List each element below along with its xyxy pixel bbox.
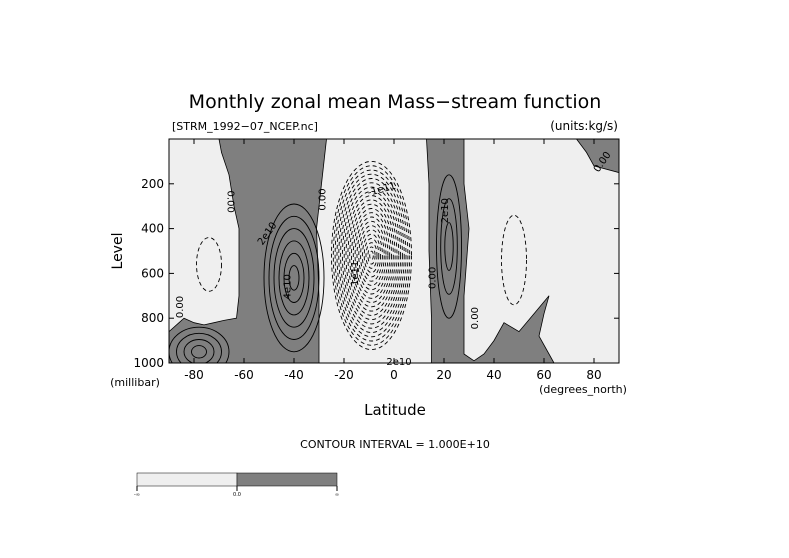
x-axis-label: Latitude xyxy=(364,401,426,419)
y-axis-label: Level xyxy=(110,233,126,270)
x-axis-unit: (degrees_north) xyxy=(539,383,627,396)
contour-line xyxy=(354,216,389,295)
colorbar: -∞ 0.0 ∞ xyxy=(134,472,339,498)
contour-line xyxy=(345,195,398,316)
contour-line xyxy=(183,339,215,363)
contour-line xyxy=(191,345,207,359)
contour-line xyxy=(332,165,411,346)
contour-line xyxy=(273,228,315,328)
contour-line xyxy=(343,190,400,321)
contour-line xyxy=(169,326,230,363)
contour-line xyxy=(361,233,382,278)
contour-line xyxy=(356,220,387,291)
contour-label: 0.00 xyxy=(318,188,329,210)
contour-line xyxy=(501,214,527,306)
contour-line xyxy=(336,173,407,338)
contour-line xyxy=(338,178,405,333)
contour-line xyxy=(444,222,454,271)
x-tick-label: -40 xyxy=(284,368,304,382)
contour-line xyxy=(341,186,402,325)
colorbar-label: 0.0 xyxy=(233,492,241,498)
y-tick-label: 200 xyxy=(141,177,164,191)
x-tick-label: 0 xyxy=(390,368,398,382)
contour-line xyxy=(440,198,458,295)
colorbar-label: ∞ xyxy=(335,492,339,498)
y-tick-label: 600 xyxy=(141,266,164,280)
contour-line xyxy=(349,203,394,308)
northern-negative-region xyxy=(463,139,619,363)
contour-line xyxy=(334,169,409,342)
contour-line xyxy=(288,265,300,291)
contour-label: 0.00 xyxy=(470,307,481,329)
contour-label: 2e10 xyxy=(440,198,451,223)
plot-area xyxy=(169,139,619,363)
contour-line xyxy=(369,250,374,261)
x-tick-label: 80 xyxy=(586,368,601,382)
contour-line xyxy=(347,199,396,312)
contour-line xyxy=(352,212,391,299)
colorbar-negative-swatch xyxy=(136,472,238,487)
contour-line xyxy=(283,252,305,303)
contour-line xyxy=(331,160,412,351)
contour-line xyxy=(367,246,376,265)
y-axis-ticks: 200 400 600 800 1000 xyxy=(133,177,619,370)
x-tick-label: 60 xyxy=(536,368,551,382)
contour-label: 2e10 xyxy=(386,357,411,368)
contour-line xyxy=(436,174,462,319)
chart-title: Monthly zonal mean Mass−stream function xyxy=(189,91,602,113)
y-axis-unit: (millibar) xyxy=(110,376,160,389)
contour-label: 1e11 xyxy=(350,261,361,286)
contour-line xyxy=(268,215,320,340)
chart-subtitle-left: [STRM_1992−07_NCEP.nc] xyxy=(172,120,318,133)
contour-lines xyxy=(169,160,527,363)
contour-line xyxy=(340,182,403,329)
colorbar-positive-swatch xyxy=(236,472,338,487)
contour-labels: 0.000.002e104e100.001e11-1e112e102e100.0… xyxy=(175,150,614,368)
negative-region-fills xyxy=(169,139,619,363)
contour-line xyxy=(363,237,380,274)
contour-label: 0.00 xyxy=(428,267,439,289)
y-tick-label: 400 xyxy=(141,222,164,236)
y-tick-label: 1000 xyxy=(133,356,164,370)
x-tick-label: -60 xyxy=(234,368,254,382)
chart-subtitle-right: (units:kg/s) xyxy=(550,119,618,133)
y-tick-label: 800 xyxy=(141,311,164,325)
contour-line xyxy=(358,225,385,286)
contour-line xyxy=(365,242,378,269)
x-tick-label: 20 xyxy=(436,368,451,382)
contour-line xyxy=(196,237,222,292)
contour-line xyxy=(263,203,325,353)
contour-line xyxy=(360,229,383,282)
x-tick-label: -20 xyxy=(334,368,354,382)
contour-line xyxy=(176,332,222,363)
contour-interval: CONTOUR INTERVAL = 1.000E+10 xyxy=(300,438,490,451)
contour-label: 0.00 xyxy=(175,296,186,318)
x-tick-label: -80 xyxy=(184,368,204,382)
contour-label: 4e10 xyxy=(283,274,294,299)
southern-negative-region xyxy=(169,139,240,333)
x-tick-label: 40 xyxy=(486,368,501,382)
contour-line xyxy=(278,240,310,316)
contour-label: 0.00 xyxy=(225,191,236,213)
x-axis-ticks: -80 -60 -40 -20 0 20 40 60 80 xyxy=(184,139,602,382)
contour-line xyxy=(351,208,392,303)
colorbar-label: -∞ xyxy=(134,492,140,498)
